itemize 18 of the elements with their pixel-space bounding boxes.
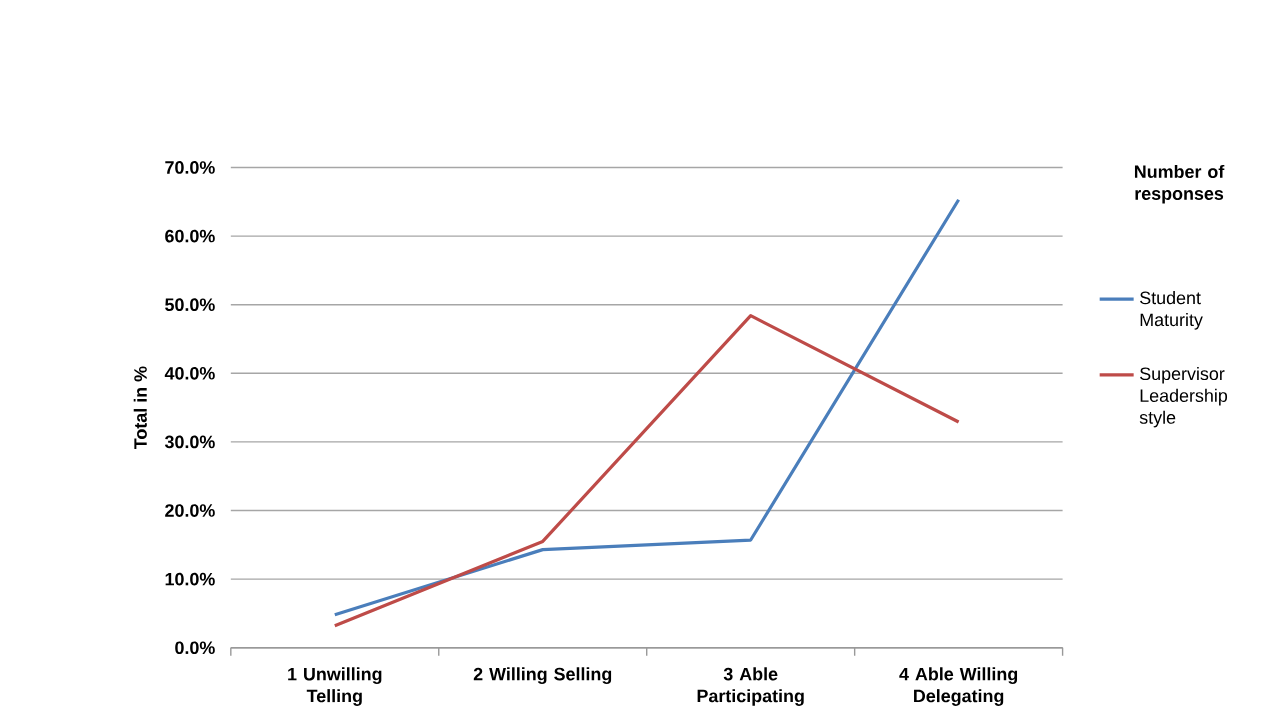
legend-title: Number of responses [1134, 165, 1225, 204]
legend-label: Student Maturity [1140, 291, 1203, 330]
x-tick-label: 3 Able Participating [697, 667, 804, 707]
y-tick-label: 20.0% [165, 504, 215, 518]
y-tick-label: 0.0% [175, 641, 215, 655]
y-tick-label: 60.0% [165, 229, 215, 243]
x-tick-label: 1 Unwilling Telling [288, 667, 382, 707]
y-tick-label: 50.0% [165, 298, 215, 312]
y-tick-label: 10.0% [165, 573, 215, 586]
legend-label: Supervisor Leadership style [1139, 367, 1228, 428]
y-tick-label: 70.0% [165, 161, 215, 175]
y-tick-label: 40.0% [164, 367, 215, 380]
x-tick-label: 4 Able Willing Delegating [899, 667, 1018, 707]
line-series [333, 198, 961, 617]
x-tick-label: 2 Willing Selling [473, 667, 612, 685]
y-axis-title: Total in % [133, 366, 147, 450]
line-series [333, 314, 961, 628]
y-tick-label: 30.0% [164, 435, 215, 449]
